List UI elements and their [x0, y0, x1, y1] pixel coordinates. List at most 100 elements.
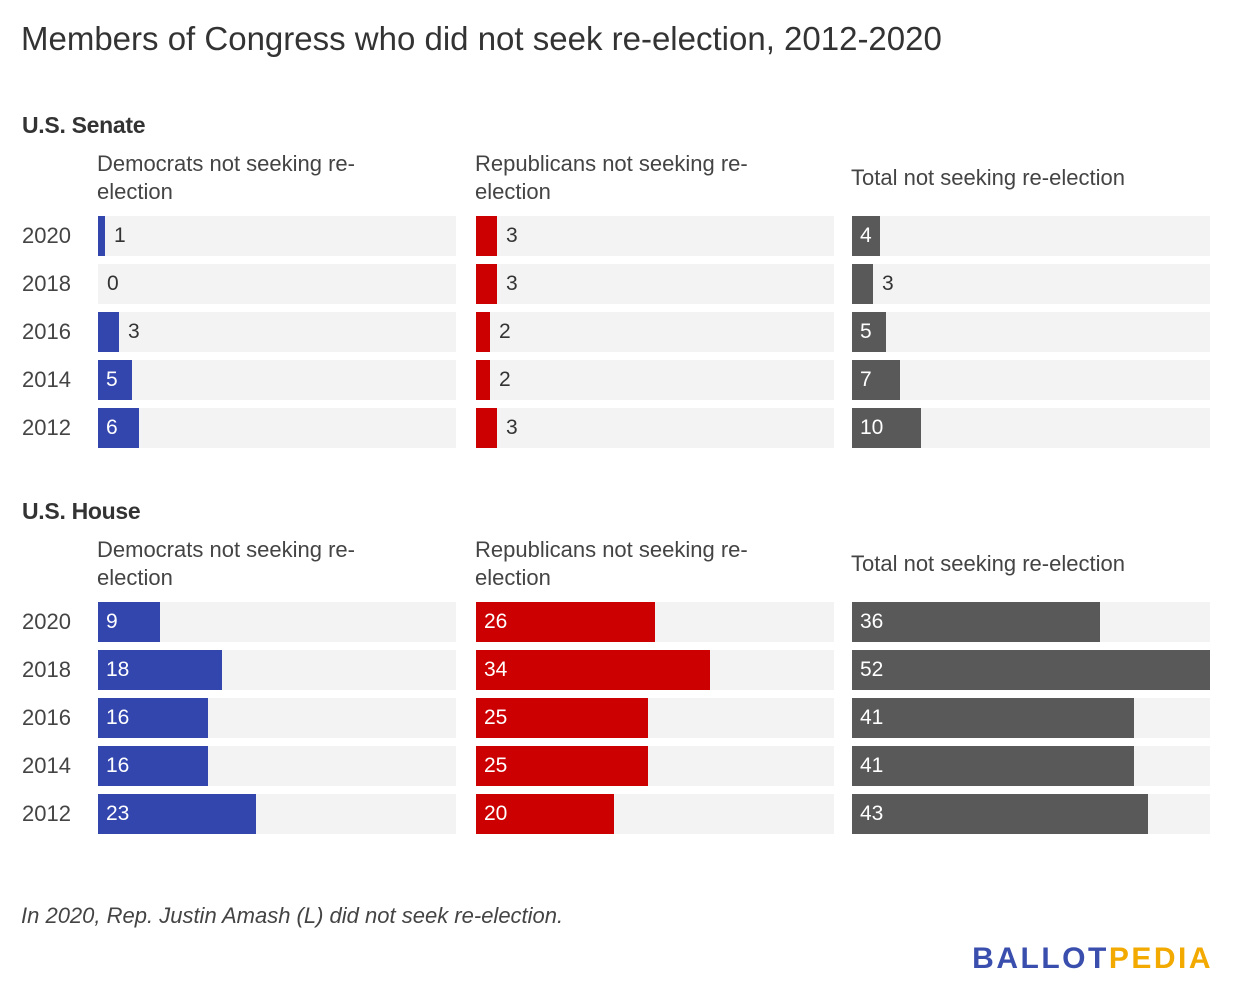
bar-value-label: 3	[506, 416, 518, 439]
bar	[98, 698, 208, 738]
bar	[476, 794, 614, 834]
logo-part-pedia: PEDIA	[1108, 942, 1213, 975]
ballotpedia-logo: BALLOTPEDIA	[972, 942, 1213, 976]
bar-value-label: 20	[484, 802, 508, 825]
section-label-u-s-senate: U.S. Senate	[22, 112, 146, 138]
bar	[852, 746, 1134, 786]
bar-value-label: 43	[860, 802, 884, 825]
section-label-u-s-house: U.S. House	[22, 498, 141, 524]
bar-track: 3	[476, 408, 834, 448]
bar-value-label: 25	[484, 706, 508, 729]
year-label: 2016	[22, 705, 71, 730]
bar-track: 2	[476, 360, 834, 400]
bar-value-label: 5	[106, 368, 118, 391]
year-label: 2014	[22, 367, 71, 392]
bar	[98, 312, 119, 352]
bar-value-label: 16	[106, 706, 130, 729]
bar-value-label: 52	[860, 658, 884, 681]
bar-value-label: 41	[860, 754, 884, 777]
bar-track: 0	[98, 264, 456, 304]
year-label: 2018	[22, 657, 71, 682]
bar-value-label: 3	[506, 272, 518, 295]
bar-track: 4	[852, 216, 1210, 256]
year-label: 2020	[22, 223, 71, 248]
bar-track: 3	[476, 216, 834, 256]
bar	[476, 408, 497, 448]
bar	[476, 264, 497, 304]
bar	[852, 312, 886, 352]
bar-track: 6	[98, 408, 456, 448]
bar	[98, 216, 105, 256]
bar-value-label: 25	[484, 754, 508, 777]
bar-track: 25	[476, 698, 834, 738]
year-label: 2016	[22, 319, 71, 344]
bar-value-label: 1	[114, 224, 126, 247]
year-label: 2014	[22, 753, 71, 778]
bar-track: 10	[852, 408, 1210, 448]
bar-track: 23	[98, 794, 456, 834]
bar	[98, 650, 222, 690]
bar-track: 34	[476, 650, 834, 690]
bar-track: 2	[476, 312, 834, 352]
bar-track: 3	[852, 264, 1210, 304]
bar-value-label: 2	[499, 368, 511, 391]
bar-track: 5	[852, 312, 1210, 352]
bar-track: 3	[98, 312, 456, 352]
bar	[98, 360, 132, 400]
column-header: Democrats not seeking re-election	[97, 151, 355, 204]
bar	[852, 408, 921, 448]
bar	[476, 650, 710, 690]
bar	[852, 216, 880, 256]
bar	[852, 794, 1148, 834]
bar-value-label: 3	[506, 224, 518, 247]
bar-track: 16	[98, 746, 456, 786]
bar	[476, 216, 497, 256]
bar-track: 18	[98, 650, 456, 690]
bar-value-label: 26	[484, 610, 508, 633]
bar	[852, 650, 1210, 690]
bar-track: 43	[852, 794, 1210, 834]
bar	[98, 602, 160, 642]
logo-part-ballot: BALLOT	[972, 942, 1109, 975]
bar-track: 36	[852, 602, 1210, 642]
column-header: Republicans not seeking re-election	[475, 151, 748, 204]
bar	[852, 698, 1134, 738]
column-header: Total not seeking re-election	[851, 165, 1125, 190]
bar-track: 25	[476, 746, 834, 786]
bar-track: 41	[852, 746, 1210, 786]
bar	[476, 746, 648, 786]
bar-value-label: 2	[499, 320, 511, 343]
bar-value-label: 10	[860, 416, 884, 439]
bar	[852, 602, 1100, 642]
bar-track: 3	[476, 264, 834, 304]
bar-value-label: 16	[106, 754, 130, 777]
bar	[476, 360, 490, 400]
bar-value-label: 7	[860, 368, 872, 391]
bar-value-label: 5	[860, 320, 872, 343]
column-header: Republicans not seeking re-election	[475, 537, 748, 590]
bar-track: 41	[852, 698, 1210, 738]
bar	[476, 602, 655, 642]
bar	[476, 312, 490, 352]
bar	[98, 408, 139, 448]
bar-track: 9	[98, 602, 456, 642]
year-label: 2018	[22, 271, 71, 296]
bar	[98, 794, 256, 834]
bar-track: 5	[98, 360, 456, 400]
column-header: Democrats not seeking re-election	[97, 537, 355, 590]
footnote: In 2020, Rep. Justin Amash (L) did not s…	[21, 903, 564, 928]
bar	[476, 698, 648, 738]
year-label: 2012	[22, 801, 71, 826]
bar	[852, 360, 900, 400]
bar-track: 52	[852, 650, 1210, 690]
bar-value-label: 4	[860, 224, 872, 247]
bar-value-label: 36	[860, 610, 884, 633]
bar-track: 7	[852, 360, 1210, 400]
bar-value-label: 3	[128, 320, 140, 343]
bar-value-label: 3	[882, 272, 894, 295]
bar-track: 16	[98, 698, 456, 738]
bar-value-label: 41	[860, 706, 884, 729]
bar-track: 20	[476, 794, 834, 834]
bar-value-label: 18	[106, 658, 130, 681]
bar-track: 1	[98, 216, 456, 256]
